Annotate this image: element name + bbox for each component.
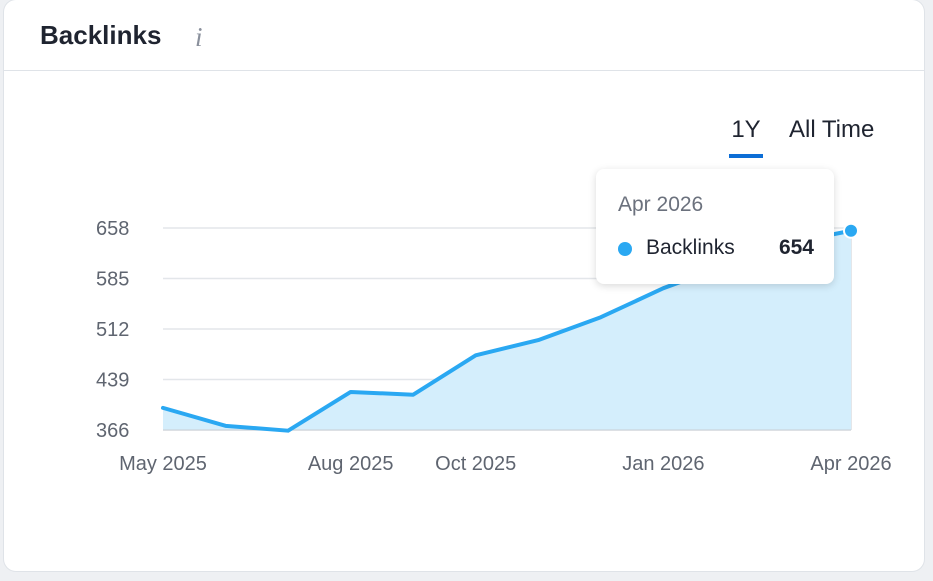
x-tick-label: Apr 2026: [810, 453, 891, 475]
x-tick-label: May 2025: [119, 453, 207, 475]
tab-all-time[interactable]: All Time: [789, 116, 875, 143]
series-area-backlinks: [163, 230, 851, 431]
y-tick-label: 512: [96, 319, 129, 341]
tab-1y[interactable]: 1Y: [729, 116, 763, 158]
tooltip-value: 654: [778, 236, 814, 259]
widget-header: Backlinks i: [4, 0, 924, 71]
x-tick-label: Jan 2026: [622, 453, 704, 475]
y-tick-label: 658: [96, 218, 129, 240]
tooltip-series-dot: [618, 242, 632, 256]
chart-tooltip: Apr 2026 Backlinks 654: [596, 169, 834, 284]
y-tick-label: 366: [96, 420, 129, 442]
data-point-highlight: [843, 222, 859, 239]
y-tick-label: 585: [96, 269, 129, 291]
info-icon[interactable]: i: [195, 22, 203, 52]
y-tick-label: 439: [96, 370, 129, 392]
tooltip-date: Apr 2026: [618, 193, 704, 216]
x-tick-label: Oct 2025: [435, 453, 516, 475]
tooltip-series-name: Backlinks: [646, 236, 735, 259]
widget-title: Backlinks: [40, 20, 162, 50]
x-tick-label: Aug 2025: [308, 453, 394, 475]
